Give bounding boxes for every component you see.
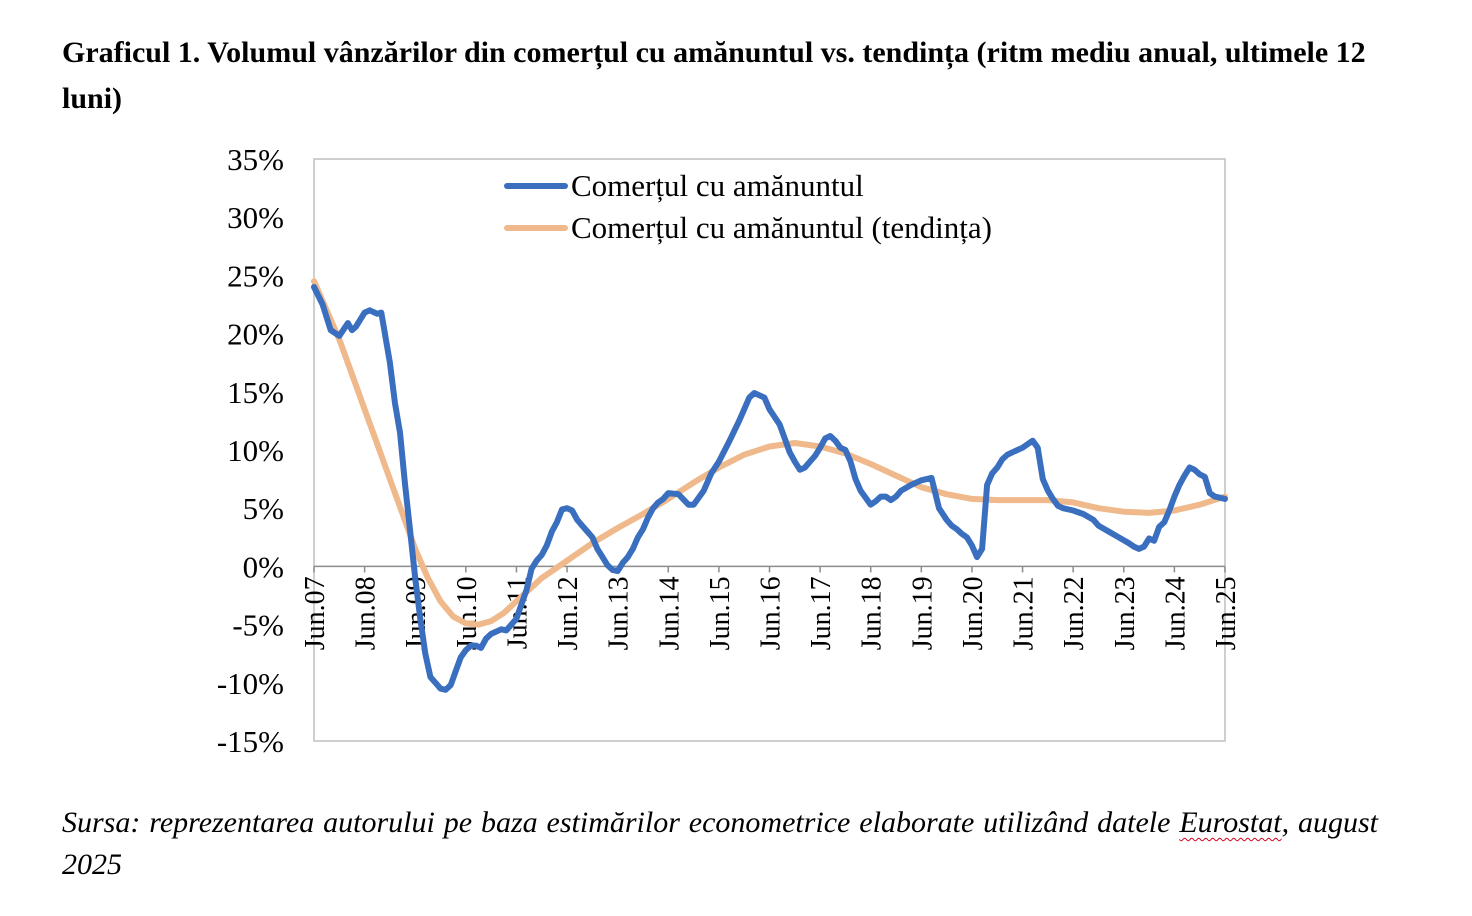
chart-title: Graficul 1. Volumul vânzărilor din comer… — [62, 36, 1366, 115]
x-tick-label: Jun.19 — [907, 576, 938, 650]
x-tick-label: Jun.14 — [654, 576, 685, 650]
y-tick-label: -15% — [217, 724, 284, 759]
y-tick-label: 10% — [227, 433, 284, 468]
source-eurostat: Eurostat — [1179, 806, 1282, 839]
series-line-trend — [311, 278, 1228, 628]
y-axis: 35% 30% 25% 20% 15% 10% 5% 0% -5% -10% -15% — [217, 142, 284, 759]
x-tick-label: Jun.12 — [553, 576, 584, 650]
x-tick-label: Jun.10 — [452, 576, 483, 650]
y-tick-label: 25% — [227, 258, 284, 293]
x-tick-label: Jun.17 — [806, 576, 837, 650]
x-tick-label: Jun.07 — [300, 576, 331, 650]
y-tick-label: 15% — [227, 375, 284, 410]
y-tick-label: -5% — [232, 608, 284, 643]
x-tick-label: Jun.20 — [958, 576, 989, 650]
y-tick-label: -10% — [217, 666, 284, 701]
x-tick-label: Jun.24 — [1160, 576, 1191, 650]
x-tick-label: Jun.13 — [604, 576, 635, 650]
x-tick-label: Jun.23 — [1110, 576, 1141, 650]
source-note: Sursa: reprezentarea autorului pe baza e… — [62, 802, 1378, 886]
x-axis: Jun.07 Jun.08 Jun.09 Jun.10 Jun.11 Jun.12 Jun.… — [300, 565, 1242, 650]
x-tick-label: Jun.18 — [857, 576, 888, 650]
legend-label: Comerțul cu amănuntul — [571, 168, 864, 203]
y-tick-label: 35% — [227, 142, 284, 177]
x-tick-label: Jun.25 — [1211, 576, 1242, 650]
x-tick-label: Jun.08 — [351, 576, 382, 650]
series-line-actual — [311, 284, 1228, 693]
x-tick-label: Jun.22 — [1059, 576, 1090, 650]
series-layer — [311, 278, 1228, 693]
source-rest: , august 2025 — [62, 806, 1379, 881]
y-tick-label: 30% — [227, 200, 284, 235]
plot-area-frame — [313, 158, 1226, 742]
y-tick-label: 20% — [227, 317, 284, 352]
y-tick-label: 0% — [243, 549, 284, 584]
legend-label: Comerțul cu amănuntul (tendința) — [571, 210, 992, 245]
y-tick-label: 5% — [243, 491, 284, 526]
x-tick-label: Jun.21 — [1009, 576, 1040, 650]
legend: Comerțul cu amănuntul Comerțul cu amănunt… — [504, 168, 992, 245]
x-tick-label: Jun.15 — [705, 576, 736, 650]
x-tick-label: Jun.16 — [756, 576, 787, 650]
source-line1: Sursa: reprezentarea autorului pe baza e… — [62, 806, 1171, 839]
